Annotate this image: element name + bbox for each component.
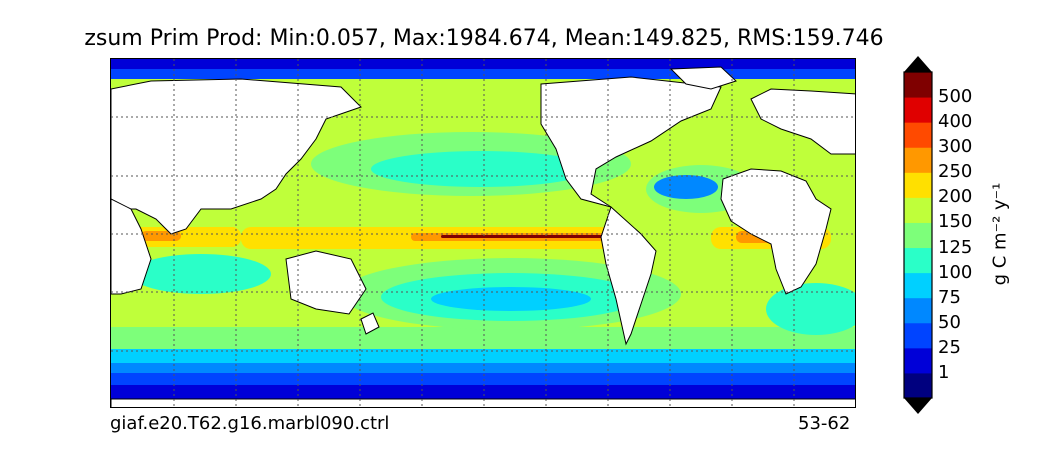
colorbar-segment (904, 147, 932, 173)
greenland (669, 66, 737, 90)
colorbar-tick-label: 50 (938, 311, 961, 333)
colorbar-tick-label: 25 (938, 336, 961, 358)
europe (750, 88, 855, 155)
arctic-inner-band (111, 59, 855, 69)
colorbar-tick-label: 1 (938, 361, 950, 383)
new-zealand (360, 312, 380, 335)
eq-pacific-max (441, 235, 611, 238)
graticule (111, 59, 855, 407)
colorbar-segment (904, 122, 932, 148)
colorbar-unit-text: g C m⁻² y⁻¹ (989, 182, 1011, 286)
colorbar-segment (904, 272, 932, 299)
colorbar-segment (904, 97, 932, 123)
colorbar-tick-label: 150 (938, 211, 973, 233)
colorbar-tick-label: 400 (938, 111, 973, 133)
ocean-productivity-map (111, 59, 855, 407)
land-masses (111, 66, 855, 407)
australia (285, 250, 367, 315)
africa-east-edge (111, 198, 152, 295)
colorbar-extend-min (904, 398, 932, 414)
colorbar-segment (904, 172, 932, 198)
indian-gyre (131, 254, 271, 294)
colorbar-segment (904, 322, 932, 349)
colorbar-segment (904, 297, 932, 324)
colorbar-segments (904, 56, 932, 414)
southern-band-125 (111, 327, 855, 353)
colorbar-tick-label: 300 (938, 136, 973, 158)
s-atlantic-gyre (766, 283, 855, 335)
sargasso-low (654, 175, 718, 199)
colorbar-segment (904, 72, 932, 98)
colorbar-segment (904, 372, 932, 399)
colorbar-tick-label: 500 (938, 86, 973, 108)
colorbar-tick-label: 125 (938, 236, 973, 258)
colorbar-segment (904, 247, 932, 274)
southern-band-100 (111, 349, 855, 365)
n-pacific-gyre-core (371, 151, 591, 187)
southern-band-50 (111, 373, 855, 387)
colorbar-segment (904, 197, 932, 223)
colorbar-segment (904, 222, 932, 249)
case-name-label: giaf.e20.T62.g16.marbl090.ctrl (110, 413, 390, 434)
colorbar-tick-label: 200 (938, 186, 973, 208)
colorbar-outline (903, 71, 933, 399)
colorbar (903, 56, 933, 414)
colorbar-tick-label: 100 (938, 261, 973, 283)
north-america (540, 76, 722, 208)
colorbar-segment (904, 347, 932, 374)
colorbar-tick-label: 250 (938, 161, 973, 183)
southern-band-75 (111, 363, 855, 375)
colorbar-tick-label: 75 (938, 286, 961, 308)
plot-title: zsum Prim Prod: Min:0.057, Max:1984.674,… (84, 26, 884, 51)
colorbar-extend-max (904, 56, 932, 72)
colorbar-unit-label: g C m⁻² y⁻¹ (990, 183, 1011, 286)
s-pacific-gyre-inner (431, 287, 591, 311)
south-america (600, 206, 657, 346)
years-label: 53-62 (798, 413, 851, 434)
map-panel (110, 58, 856, 408)
